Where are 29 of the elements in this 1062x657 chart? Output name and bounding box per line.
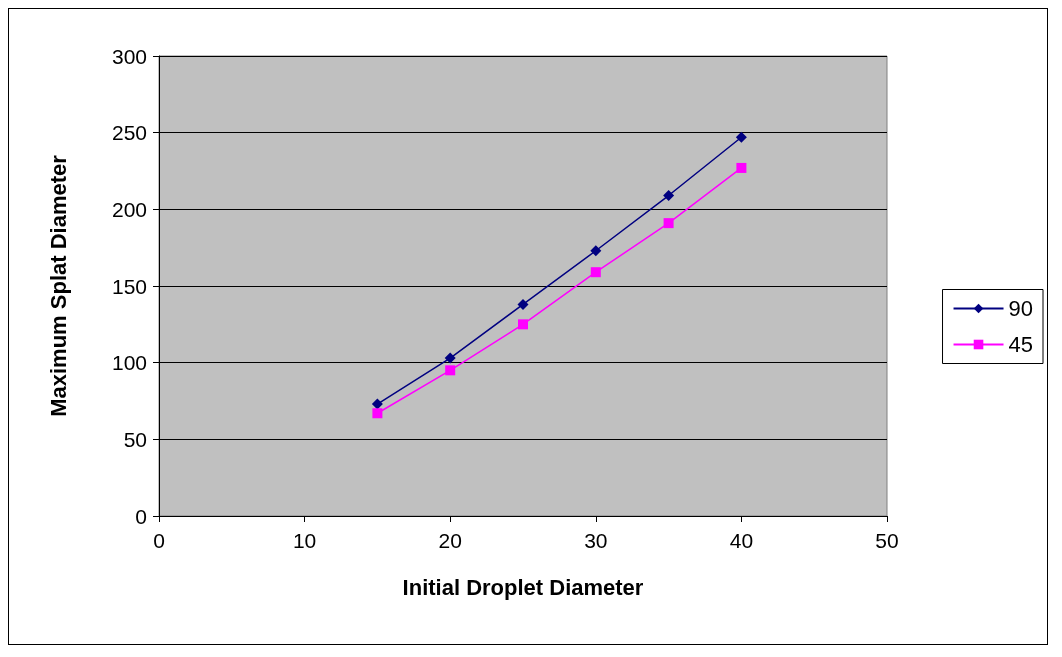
x-axis-title: Initial Droplet Diameter (402, 574, 644, 600)
point (663, 190, 675, 202)
point (735, 131, 747, 143)
x-tick-label: 10 (292, 529, 317, 552)
point (517, 298, 529, 310)
y-tick-label: 150 (111, 274, 147, 298)
x-tick-label: 30 (584, 529, 608, 552)
x-tick-label: 20 (438, 529, 462, 552)
y-tick-label: 250 (111, 121, 147, 145)
y-tick-label: 300 (111, 44, 147, 68)
point (371, 398, 383, 410)
point (445, 365, 456, 376)
y-tick-label: 0 (135, 504, 147, 528)
point (736, 162, 747, 173)
point (590, 267, 601, 278)
point (372, 408, 383, 419)
y-tick-label: 200 (111, 197, 147, 221)
y-axis-title: Maximum Splat Diameter (45, 154, 71, 417)
legend-label: 90 (1008, 296, 1034, 321)
point (663, 218, 674, 229)
point (518, 319, 528, 330)
y-tick-label: 50 (123, 427, 147, 451)
x-tick-label: 40 (729, 529, 754, 552)
y-tick-label: 100 (111, 351, 147, 375)
legend-label: 45 (1008, 332, 1034, 357)
x-tick-label: 50 (875, 529, 899, 552)
x-tick-label: 0 (153, 529, 165, 552)
point (590, 245, 602, 257)
point (444, 352, 456, 364)
